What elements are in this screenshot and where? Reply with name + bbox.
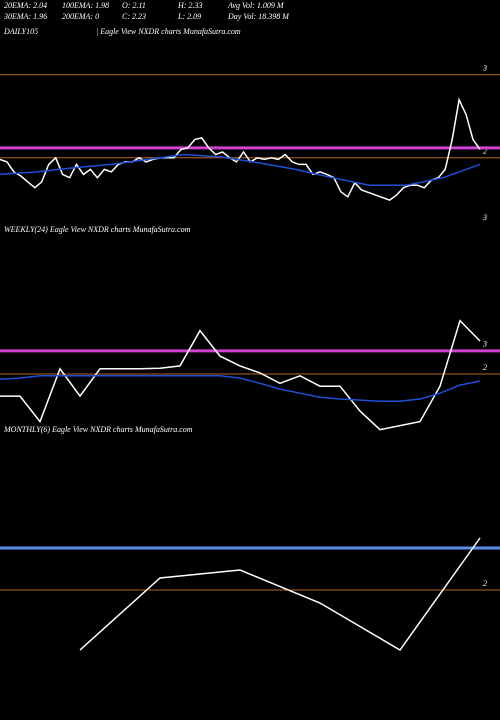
panel-title: MONTHLY(6) Eagle View NXDR charts Munafa… <box>3 425 193 434</box>
annotation: 3 <box>482 213 487 222</box>
price-line <box>0 375 481 403</box>
stat-label: 30EMA: 1.96 <box>3 12 47 21</box>
y-tick-label: 2 <box>483 147 487 156</box>
panel-title: WEEKLY(24) Eagle View NXDR charts Munafa… <box>4 225 191 234</box>
panel-title: DAILY105 <box>3 27 38 36</box>
stat-label: 20EMA: 2.04 <box>4 1 47 10</box>
y-tick-label: 3 <box>482 340 487 349</box>
stat-label: 100EMA: 1.98 <box>62 1 109 10</box>
stat-label: H: 2.33 <box>177 1 202 10</box>
stat-label: Day Vol: 18.398 M <box>227 12 290 21</box>
stat-label: C: 2.23 <box>122 12 146 21</box>
y-tick-label: 2 <box>483 363 487 372</box>
panel-subtitle: | Eagle View NXDR charts MunafaSutra.com <box>96 27 241 36</box>
stat-label: Avg Vol: 1.009 M <box>227 1 285 10</box>
stat-label: O: 2.11 <box>122 1 146 10</box>
y-tick-label: 3 <box>482 64 487 73</box>
price-line <box>0 153 481 186</box>
y-tick-label: 2 <box>483 579 487 588</box>
price-line <box>79 537 481 651</box>
price-line <box>0 97 481 201</box>
stat-label: L: 2.09 <box>177 12 201 21</box>
stat-label: 200EMA: 0 <box>62 12 99 21</box>
price-line <box>0 319 481 431</box>
